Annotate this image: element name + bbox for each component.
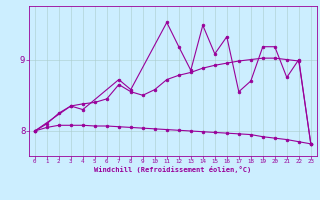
X-axis label: Windchill (Refroidissement éolien,°C): Windchill (Refroidissement éolien,°C) — [94, 166, 252, 173]
